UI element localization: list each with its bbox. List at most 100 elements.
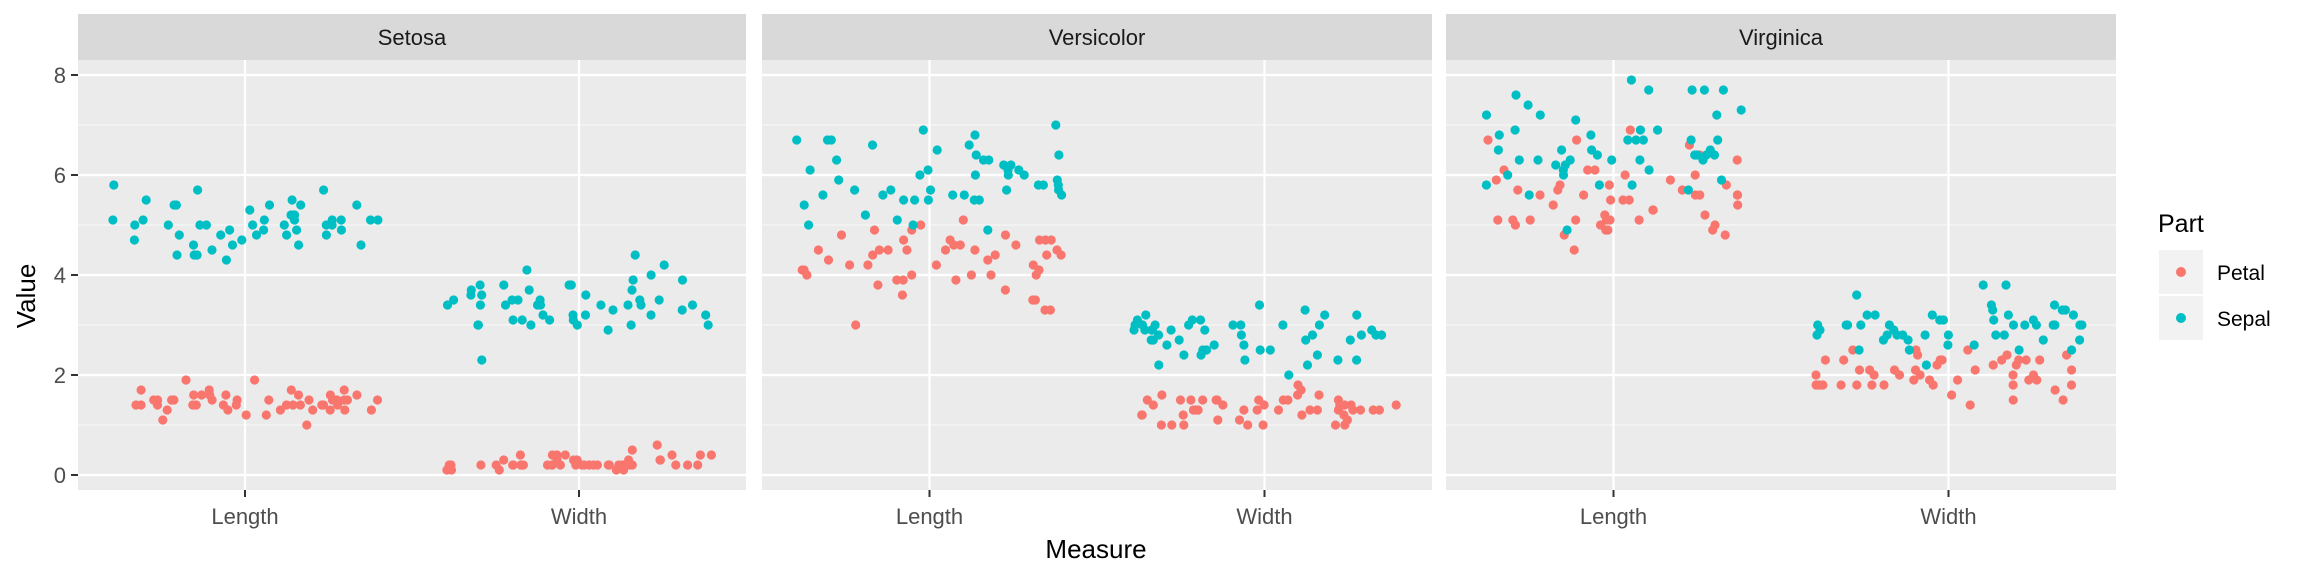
point-petal	[955, 240, 965, 250]
point-sepal	[1920, 330, 1930, 340]
point-petal	[1535, 190, 1545, 200]
point-petal	[1312, 405, 1322, 415]
point-petal	[1330, 420, 1341, 430]
point-sepal	[1699, 85, 1709, 95]
point-petal	[1879, 380, 1889, 390]
point-sepal	[959, 190, 969, 200]
point-sepal	[522, 265, 532, 275]
point-sepal	[1635, 155, 1645, 165]
point-sepal	[2068, 310, 2078, 320]
point-sepal	[1592, 150, 1602, 160]
x-axis-label: Measure	[1045, 534, 1146, 564]
point-petal	[1708, 225, 1718, 235]
point-petal	[231, 400, 241, 410]
point-sepal	[1938, 315, 1948, 325]
point-petal	[2008, 370, 2018, 380]
point-sepal	[1137, 320, 1148, 330]
point-petal	[902, 245, 912, 255]
point-sepal	[1038, 180, 1048, 190]
point-petal	[1297, 410, 1307, 420]
point-petal	[2066, 380, 2077, 390]
point-sepal	[886, 185, 896, 195]
point-petal	[1175, 395, 1186, 405]
point-petal	[958, 215, 968, 225]
point-petal	[1239, 405, 1249, 415]
point-petal	[167, 395, 177, 405]
point-sepal	[174, 230, 184, 240]
point-petal	[874, 245, 885, 255]
point-sepal	[915, 170, 925, 180]
point-petal	[1513, 185, 1523, 195]
point-sepal	[141, 195, 151, 205]
point-petal	[1283, 395, 1293, 405]
point-sepal	[1991, 330, 2001, 340]
point-petal	[627, 445, 637, 455]
point-petal	[1935, 355, 1945, 365]
point-petal	[1211, 395, 1221, 405]
point-petal	[813, 245, 824, 255]
legend-marker	[2176, 313, 2186, 323]
point-sepal	[580, 310, 591, 320]
facet-strip	[1446, 14, 2116, 60]
point-sepal	[1154, 330, 1164, 340]
point-sepal	[2028, 315, 2038, 325]
point-petal	[293, 390, 304, 400]
point-petal	[1913, 350, 1923, 360]
point-petal	[667, 450, 677, 460]
point-sepal	[999, 160, 1009, 170]
point-sepal	[524, 285, 534, 295]
point-petal	[158, 415, 168, 425]
x-tick-label: Length	[896, 504, 963, 529]
point-sepal	[630, 250, 640, 260]
point-sepal	[834, 175, 844, 185]
point-sepal	[970, 170, 981, 180]
y-tick-label: 0	[54, 463, 66, 488]
point-sepal	[646, 310, 656, 320]
point-petal	[261, 410, 271, 420]
point-petal	[1965, 400, 1975, 410]
point-sepal	[1644, 85, 1654, 95]
point-sepal	[646, 270, 656, 280]
point-petal	[295, 400, 305, 410]
point-petal	[181, 375, 191, 385]
point-petal	[1273, 405, 1284, 415]
y-tick-label: 8	[54, 63, 66, 88]
point-sepal	[1051, 120, 1061, 130]
point-petal	[476, 460, 486, 470]
point-sepal	[1533, 155, 1543, 165]
point-petal	[652, 440, 662, 450]
point-petal	[1034, 265, 1044, 275]
point-sepal	[1003, 170, 1013, 180]
point-petal	[250, 375, 260, 385]
point-petal	[1590, 165, 1600, 175]
point-sepal	[207, 245, 217, 255]
point-sepal	[1627, 180, 1637, 190]
point-sepal	[1943, 340, 1953, 350]
point-sepal	[201, 220, 211, 230]
point-petal	[515, 450, 526, 460]
point-sepal	[1862, 310, 1872, 320]
point-petal	[592, 460, 603, 470]
point-sepal	[279, 220, 289, 230]
point-petal	[1695, 190, 1705, 200]
point-petal	[288, 400, 298, 410]
point-petal	[1000, 230, 1011, 240]
point-sepal	[195, 220, 205, 230]
point-sepal	[908, 220, 918, 230]
point-petal	[1854, 365, 1865, 375]
point-sepal	[336, 225, 346, 235]
x-tick-label: Length	[1580, 504, 1647, 529]
point-sepal	[1607, 155, 1617, 165]
point-sepal	[654, 295, 664, 305]
point-sepal	[564, 280, 574, 290]
point-sepal	[1236, 330, 1246, 340]
point-sepal	[923, 195, 934, 205]
point-sepal	[832, 155, 842, 165]
point-sepal	[2038, 335, 2048, 345]
point-petal	[1572, 135, 1582, 145]
point-petal	[2008, 380, 2018, 390]
point-petal	[1571, 215, 1581, 225]
point-petal	[940, 245, 951, 255]
point-sepal	[1377, 330, 1387, 340]
point-petal	[207, 395, 217, 405]
